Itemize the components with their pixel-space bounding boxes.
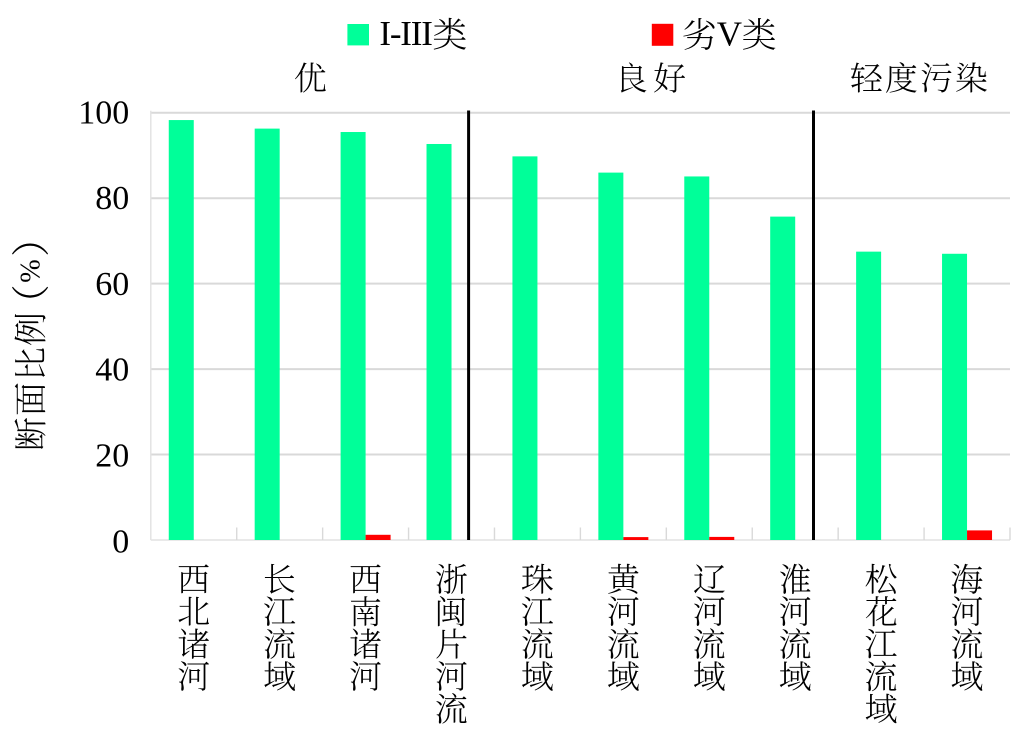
svg-text:I-III: I-III [379, 14, 432, 53]
svg-text:60: 60 [95, 266, 129, 303]
svg-text:100: 100 [78, 94, 129, 131]
svg-text:0: 0 [112, 523, 129, 560]
svg-text:20: 20 [95, 438, 129, 475]
svg-text:80: 80 [95, 180, 129, 217]
svg-text:40: 40 [95, 352, 129, 389]
svg-text:%: % [16, 259, 47, 283]
svg-text:V: V [717, 14, 742, 53]
